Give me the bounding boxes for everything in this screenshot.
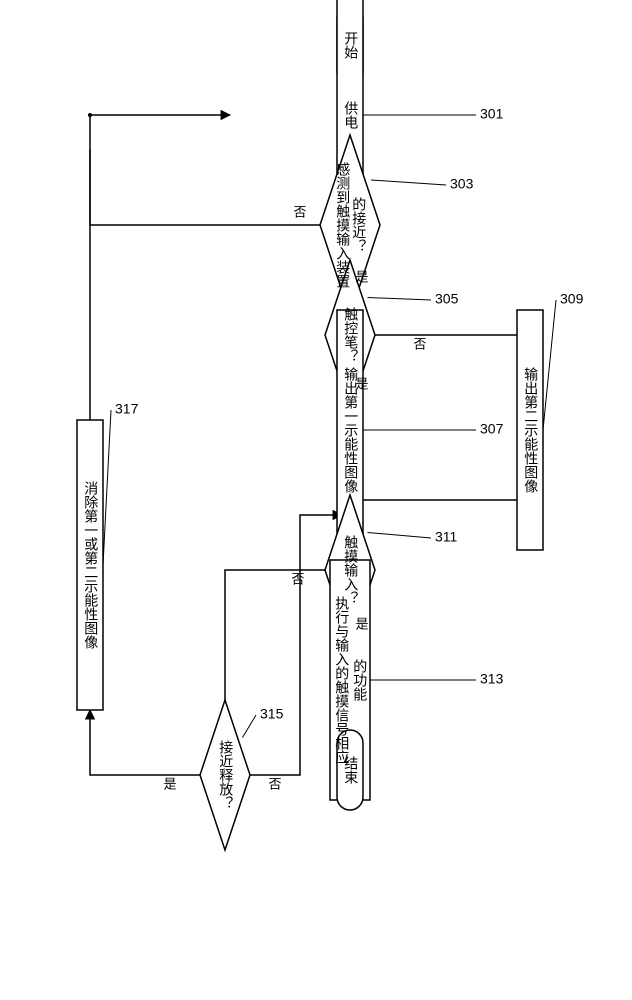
svg-text:否: 否 bbox=[413, 336, 426, 351]
svg-text:309: 309 bbox=[560, 291, 584, 307]
svg-text:否: 否 bbox=[293, 204, 306, 219]
svg-text:触控笔？: 触控笔？ bbox=[343, 307, 359, 363]
svg-text:接近释放？: 接近释放？ bbox=[218, 739, 234, 810]
svg-text:执行与输入的触摸信号相应: 执行与输入的触摸信号相应 bbox=[334, 596, 350, 764]
svg-text:303: 303 bbox=[450, 176, 474, 192]
svg-text:结束: 结束 bbox=[343, 756, 359, 784]
svg-text:输出第二示能性图像: 输出第二示能性图像 bbox=[523, 367, 539, 493]
svg-text:供电: 供电 bbox=[343, 101, 359, 129]
svg-text:301: 301 bbox=[480, 106, 504, 122]
svg-text:是: 是 bbox=[355, 376, 368, 391]
svg-text:313: 313 bbox=[480, 671, 504, 687]
svg-text:否: 否 bbox=[291, 571, 304, 586]
svg-text:是: 是 bbox=[355, 616, 368, 631]
svg-text:315: 315 bbox=[260, 706, 284, 722]
svg-text:的接近？: 的接近？ bbox=[351, 197, 367, 253]
svg-text:感测到触摸输入装置: 感测到触摸输入装置 bbox=[335, 161, 351, 288]
svg-text:317: 317 bbox=[115, 401, 139, 417]
svg-text:触摸输入？: 触摸输入？ bbox=[343, 535, 359, 605]
svg-text:311: 311 bbox=[435, 529, 458, 545]
svg-text:的功能: 的功能 bbox=[352, 659, 368, 702]
svg-text:是: 是 bbox=[163, 776, 176, 791]
svg-text:307: 307 bbox=[480, 421, 504, 437]
svg-text:是: 是 bbox=[355, 269, 368, 284]
svg-text:否: 否 bbox=[268, 776, 281, 791]
svg-text:消除第一或第二示能性图像: 消除第一或第二示能性图像 bbox=[83, 481, 99, 649]
svg-text:305: 305 bbox=[435, 291, 459, 307]
svg-text:开始: 开始 bbox=[343, 31, 359, 59]
